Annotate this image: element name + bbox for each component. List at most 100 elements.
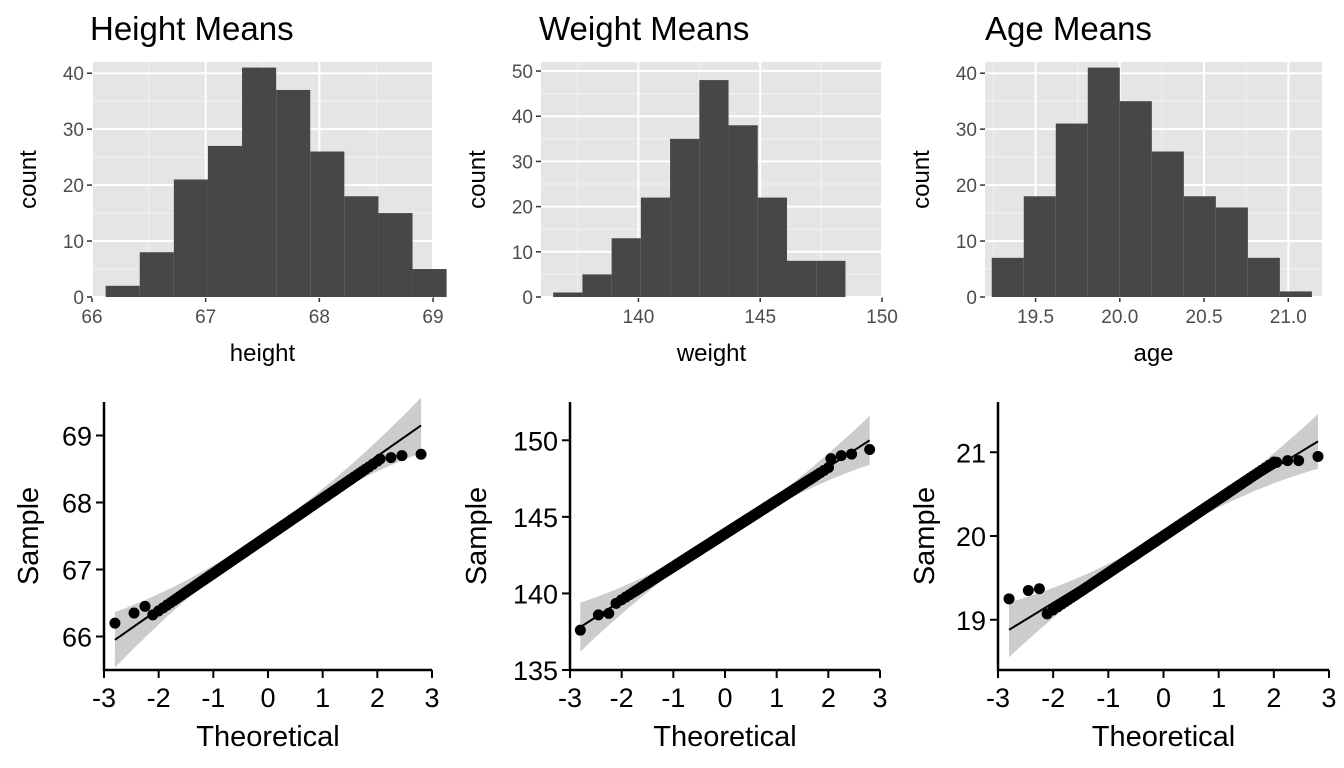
histogram-bar [1119,101,1152,298]
x-tick-label: 0 [717,683,732,713]
x-tick-label: 140 [623,307,655,328]
x-tick-label: -3 [986,683,1010,713]
x-tick-label: 1 [769,683,784,713]
x-tick-label: 150 [866,307,898,328]
y-tick-label: 67 [62,556,92,586]
y-axis-label: Sample [13,487,45,585]
histogram-bar [553,292,583,297]
x-tick-label: 20.5 [1186,307,1223,328]
x-tick-label: 3 [424,683,439,713]
sample-point [385,452,397,464]
histogram-bar [1023,196,1056,297]
y-tick-label: 20 [956,522,986,552]
y-axis-label: count [15,150,42,209]
y-tick-label: 40 [956,64,977,85]
histogram-bar [991,257,1024,297]
x-tick-label: 1 [1211,683,1226,713]
sample-point [139,600,151,612]
y-tick-label: 10 [63,232,84,253]
sample-point [1312,450,1324,462]
histogram-bar [1087,67,1120,297]
x-tick-label: 66 [81,307,102,328]
y-tick-label: 135 [513,656,558,686]
y-tick-label: 40 [63,64,84,85]
x-tick-label: 0 [1156,683,1171,713]
histogram-bar [139,252,174,297]
y-axis-label: count [464,150,491,209]
y-tick-label: 30 [512,152,533,173]
x-tick-label: 2 [370,683,385,713]
sample-point [396,450,408,462]
histogram-bar [310,151,345,297]
histogram-bar [1279,291,1312,297]
x-axis-label: height [230,340,296,367]
sample-point [574,624,586,636]
y-tick-label: 40 [512,107,533,128]
y-tick-label: 150 [513,426,558,456]
y-tick-label: 20 [512,198,533,219]
histogram-bar [787,260,817,297]
sample-point [603,607,615,619]
sample-point [835,450,847,462]
histogram-bar [276,89,311,297]
x-tick-label: -1 [1096,683,1120,713]
x-tick-label: -2 [610,683,634,713]
y-tick-label: 10 [512,243,533,264]
x-tick-label: 20.0 [1101,307,1138,328]
chart-title: Age Means [985,10,1152,47]
histogram-bar [1055,123,1088,297]
y-tick-label: 66 [62,623,92,653]
y-tick-label: 50 [512,62,533,83]
sample-point [109,617,121,629]
x-tick-label: -3 [558,683,582,713]
x-tick-label: 3 [1321,683,1336,713]
x-axis-label: Theoretical [1092,721,1235,753]
histogram-bar [699,80,729,297]
histogram-bar [344,196,379,297]
histogram-bar [207,145,243,297]
x-tick-label: 19.5 [1017,307,1054,328]
x-tick-label: 0 [260,683,275,713]
y-tick-label: 20 [956,176,977,197]
x-axis-label: age [1133,340,1173,367]
x-tick-label: -2 [147,683,171,713]
y-tick-label: 30 [63,120,84,141]
chart-title: Weight Means [539,10,749,47]
histogram-bar [816,260,846,297]
histogram-bar [582,274,612,297]
sample-point [592,609,604,621]
sample-point [415,448,427,460]
x-tick-label: 3 [872,683,887,713]
histogram-bar [670,138,700,297]
y-tick-label: 69 [62,422,92,452]
sample-point [374,453,386,465]
chart-title: Height Means [90,10,294,47]
age-histogram-panel: 19.5 20.0 20.5 21.0 0 10 20 30 40 Age Means age cou… [908,10,1322,367]
histogram-bar [757,197,788,297]
sample-point [846,448,858,460]
y-tick-label: 20 [63,176,84,197]
y-axis-label: count [908,150,935,209]
y-axis-label: Sample [909,487,941,585]
x-tick-label: -3 [92,683,116,713]
histogram-bar [1247,257,1280,297]
weight-histogram-panel: 140 145 150 0 10 20 30 40 50 Weight Means weight co… [464,10,898,367]
y-tick-label: 19 [956,606,986,636]
x-tick-label: 2 [821,683,836,713]
y-tick-label: 145 [513,503,558,533]
x-tick-label: -1 [201,683,225,713]
histogram-bar [1183,196,1216,297]
y-tick-label: 140 [513,579,558,609]
x-tick-label: -1 [661,683,685,713]
sample-point [1033,583,1045,595]
x-axis-label: weight [676,340,747,367]
histogram-bar [173,179,208,297]
histogram-bar [640,197,671,297]
x-tick-label: 67 [195,307,216,328]
histogram-bar [1215,207,1248,297]
histogram-bar [1151,151,1184,297]
weight-qq-panel: -3 -2 -1 0 1 2 3 135 140 145 150 Theoretical Sample [461,402,888,753]
y-tick-label: 0 [73,288,84,309]
sample-point [1003,593,1015,605]
